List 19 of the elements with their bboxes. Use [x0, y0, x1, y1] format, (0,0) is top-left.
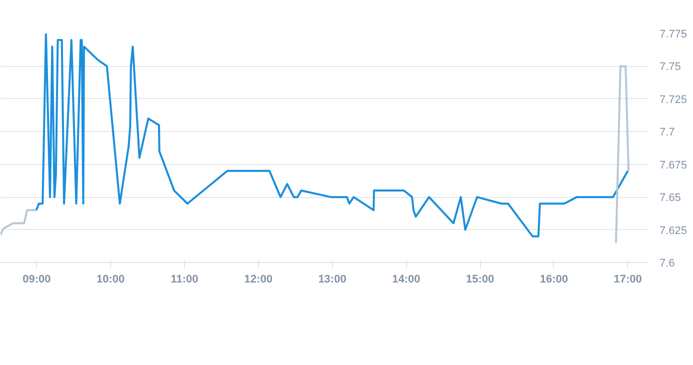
x-tick-label: 10:00 [96, 274, 125, 286]
line-series [0, 209, 38, 236]
y-tick-label: 7.625 [660, 224, 688, 237]
x-tick-label: 17:00 [614, 274, 642, 286]
y-tick-label: 7.725 [660, 94, 688, 106]
y-tick-label: 7.65 [660, 192, 681, 204]
x-tick-label: 14:00 [392, 274, 420, 286]
x-tick-label: 12:00 [244, 274, 272, 286]
y-tick-label: 7.675 [660, 159, 688, 172]
y-tick-label: 7.7 [660, 126, 675, 139]
y-tick-label: 7.6 [660, 258, 675, 270]
x-tick-label: 16:00 [540, 274, 568, 286]
y-tick-label: 7.775 [660, 28, 688, 40]
y-tick-label: 7.75 [660, 61, 681, 74]
x-tick-label: 15:00 [466, 274, 494, 286]
x-tick-label: 13:00 [318, 274, 346, 286]
x-tick-label: 09:00 [22, 274, 51, 286]
line-series [35, 34, 629, 238]
x-tick-label: 11:00 [170, 274, 198, 286]
